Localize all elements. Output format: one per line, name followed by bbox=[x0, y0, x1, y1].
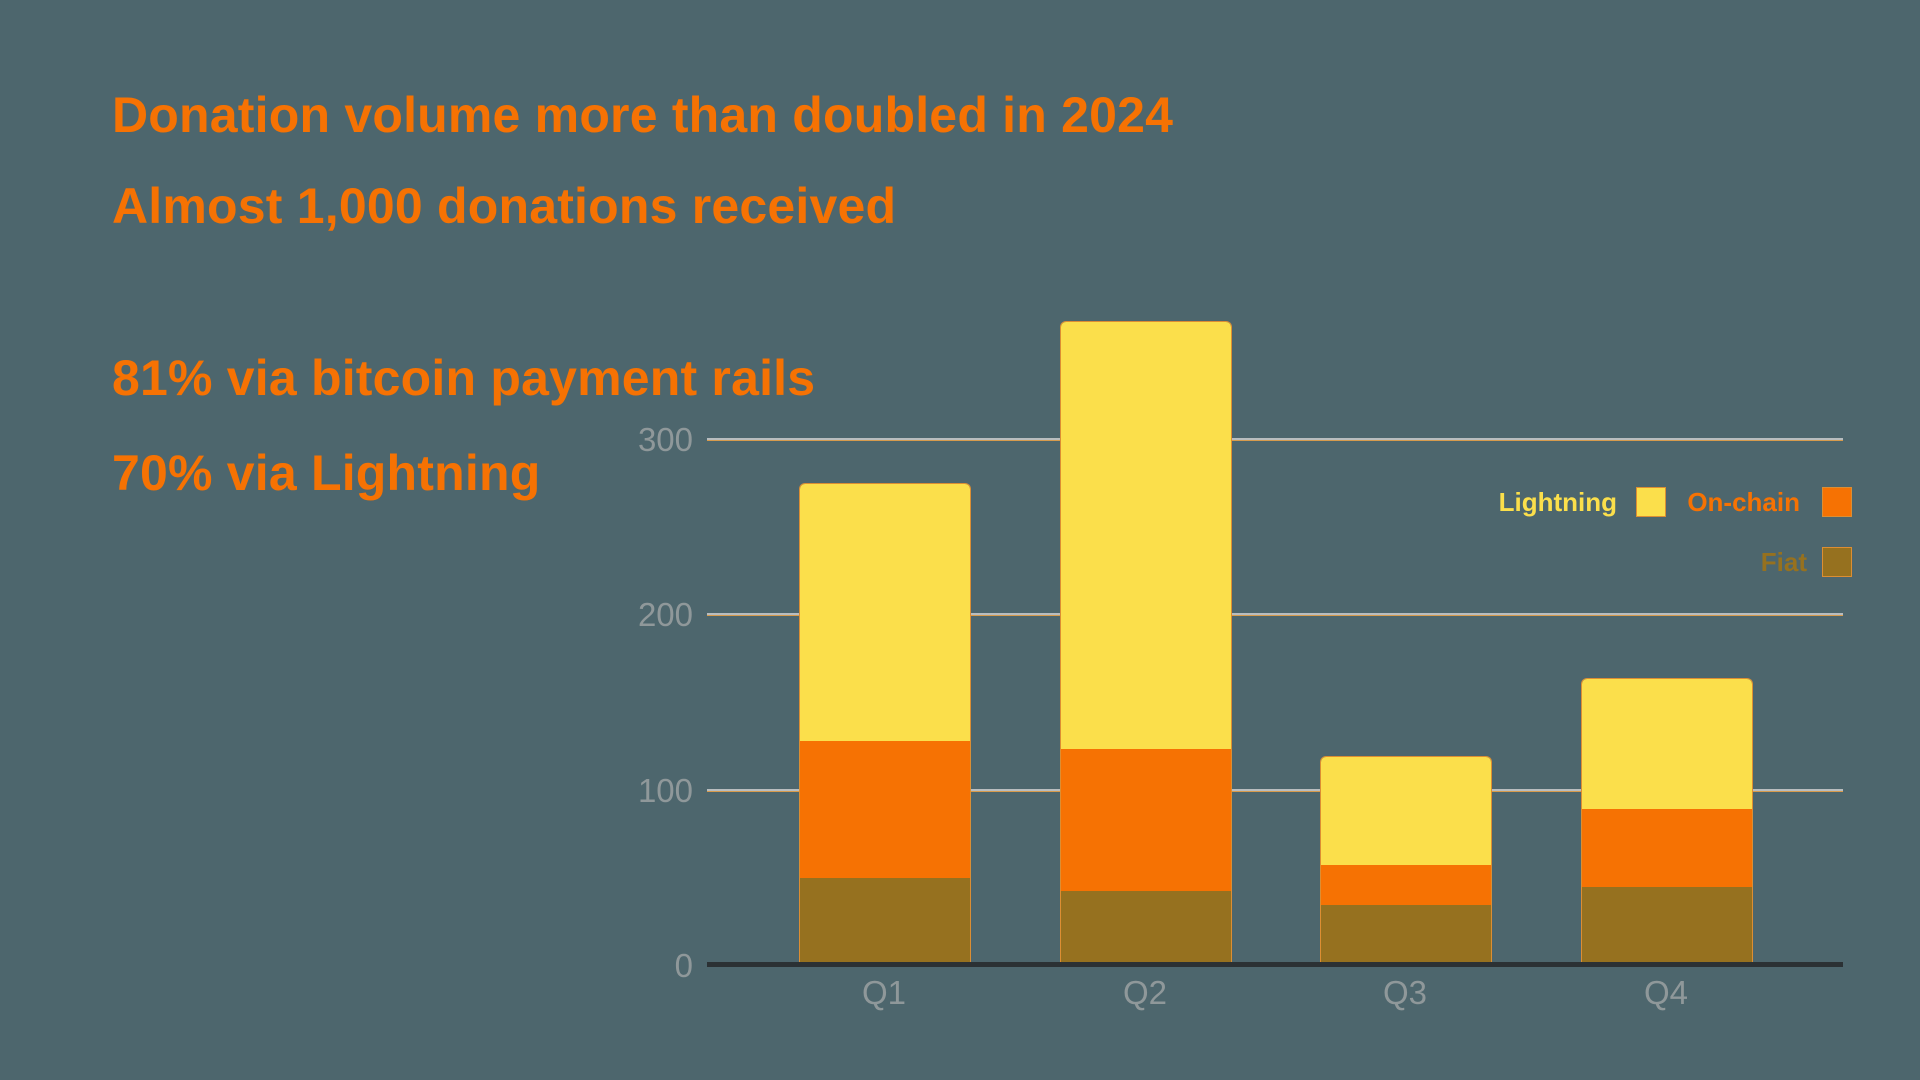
stat-line-lightning: 70% via Lightning bbox=[112, 445, 541, 501]
bar-q4-segment-lightning bbox=[1582, 679, 1752, 809]
bar-q4 bbox=[1581, 678, 1753, 966]
bar-q3-segment-on-chain bbox=[1321, 865, 1491, 906]
bar-q3 bbox=[1320, 756, 1492, 966]
bar-q1-segment-lightning bbox=[800, 484, 970, 742]
legend-label-fiat: Fiat bbox=[1760, 547, 1807, 577]
y-tick-label-100: 100 bbox=[637, 771, 693, 809]
y-gridline-100 bbox=[707, 788, 1843, 792]
legend-label-lightning: Lightning bbox=[1498, 487, 1617, 517]
y-tick-label-300: 300 bbox=[637, 421, 693, 458]
bar-q1-segment-on-chain bbox=[800, 741, 970, 879]
legend-swatch-fiat bbox=[1822, 547, 1852, 577]
y-gridline-200 bbox=[707, 613, 1843, 617]
bar-q1 bbox=[799, 483, 971, 966]
x-category-label-q1: Q1 bbox=[861, 974, 907, 1011]
stat-line-bitcoin-rails: 81% via bitcoin payment rails bbox=[112, 350, 816, 406]
x-category-label-q3: Q3 bbox=[1382, 974, 1428, 1011]
headline-line-1: Donation volume more than doubled in 202… bbox=[112, 87, 1174, 143]
bar-q4-segment-fiat bbox=[1582, 887, 1752, 966]
bar-q2-segment-fiat bbox=[1061, 891, 1231, 966]
bar-q3-segment-fiat bbox=[1321, 905, 1491, 966]
bar-q2 bbox=[1060, 321, 1232, 966]
bar-q4-segment-on-chain bbox=[1582, 808, 1752, 888]
bar-q3-segment-lightning bbox=[1321, 757, 1491, 866]
y-gridline-300 bbox=[707, 438, 1843, 441]
x-category-label-q2: Q2 bbox=[1122, 974, 1168, 1011]
x-axis-line bbox=[707, 962, 1843, 967]
legend-label-on-chain: On-chain bbox=[1687, 487, 1800, 517]
legend-swatch-on-chain bbox=[1822, 487, 1852, 517]
bar-q2-segment-lightning bbox=[1061, 322, 1231, 750]
y-tick-label-0: 0 bbox=[674, 947, 693, 984]
legend-swatch-lightning bbox=[1636, 487, 1666, 517]
y-tick-label-200: 200 bbox=[637, 596, 693, 634]
bar-q1-segment-fiat bbox=[800, 878, 970, 966]
headline-line-2: Almost 1,000 donations received bbox=[112, 178, 897, 234]
x-category-label-q4: Q4 bbox=[1643, 974, 1689, 1011]
bar-q2-segment-on-chain bbox=[1061, 749, 1231, 892]
